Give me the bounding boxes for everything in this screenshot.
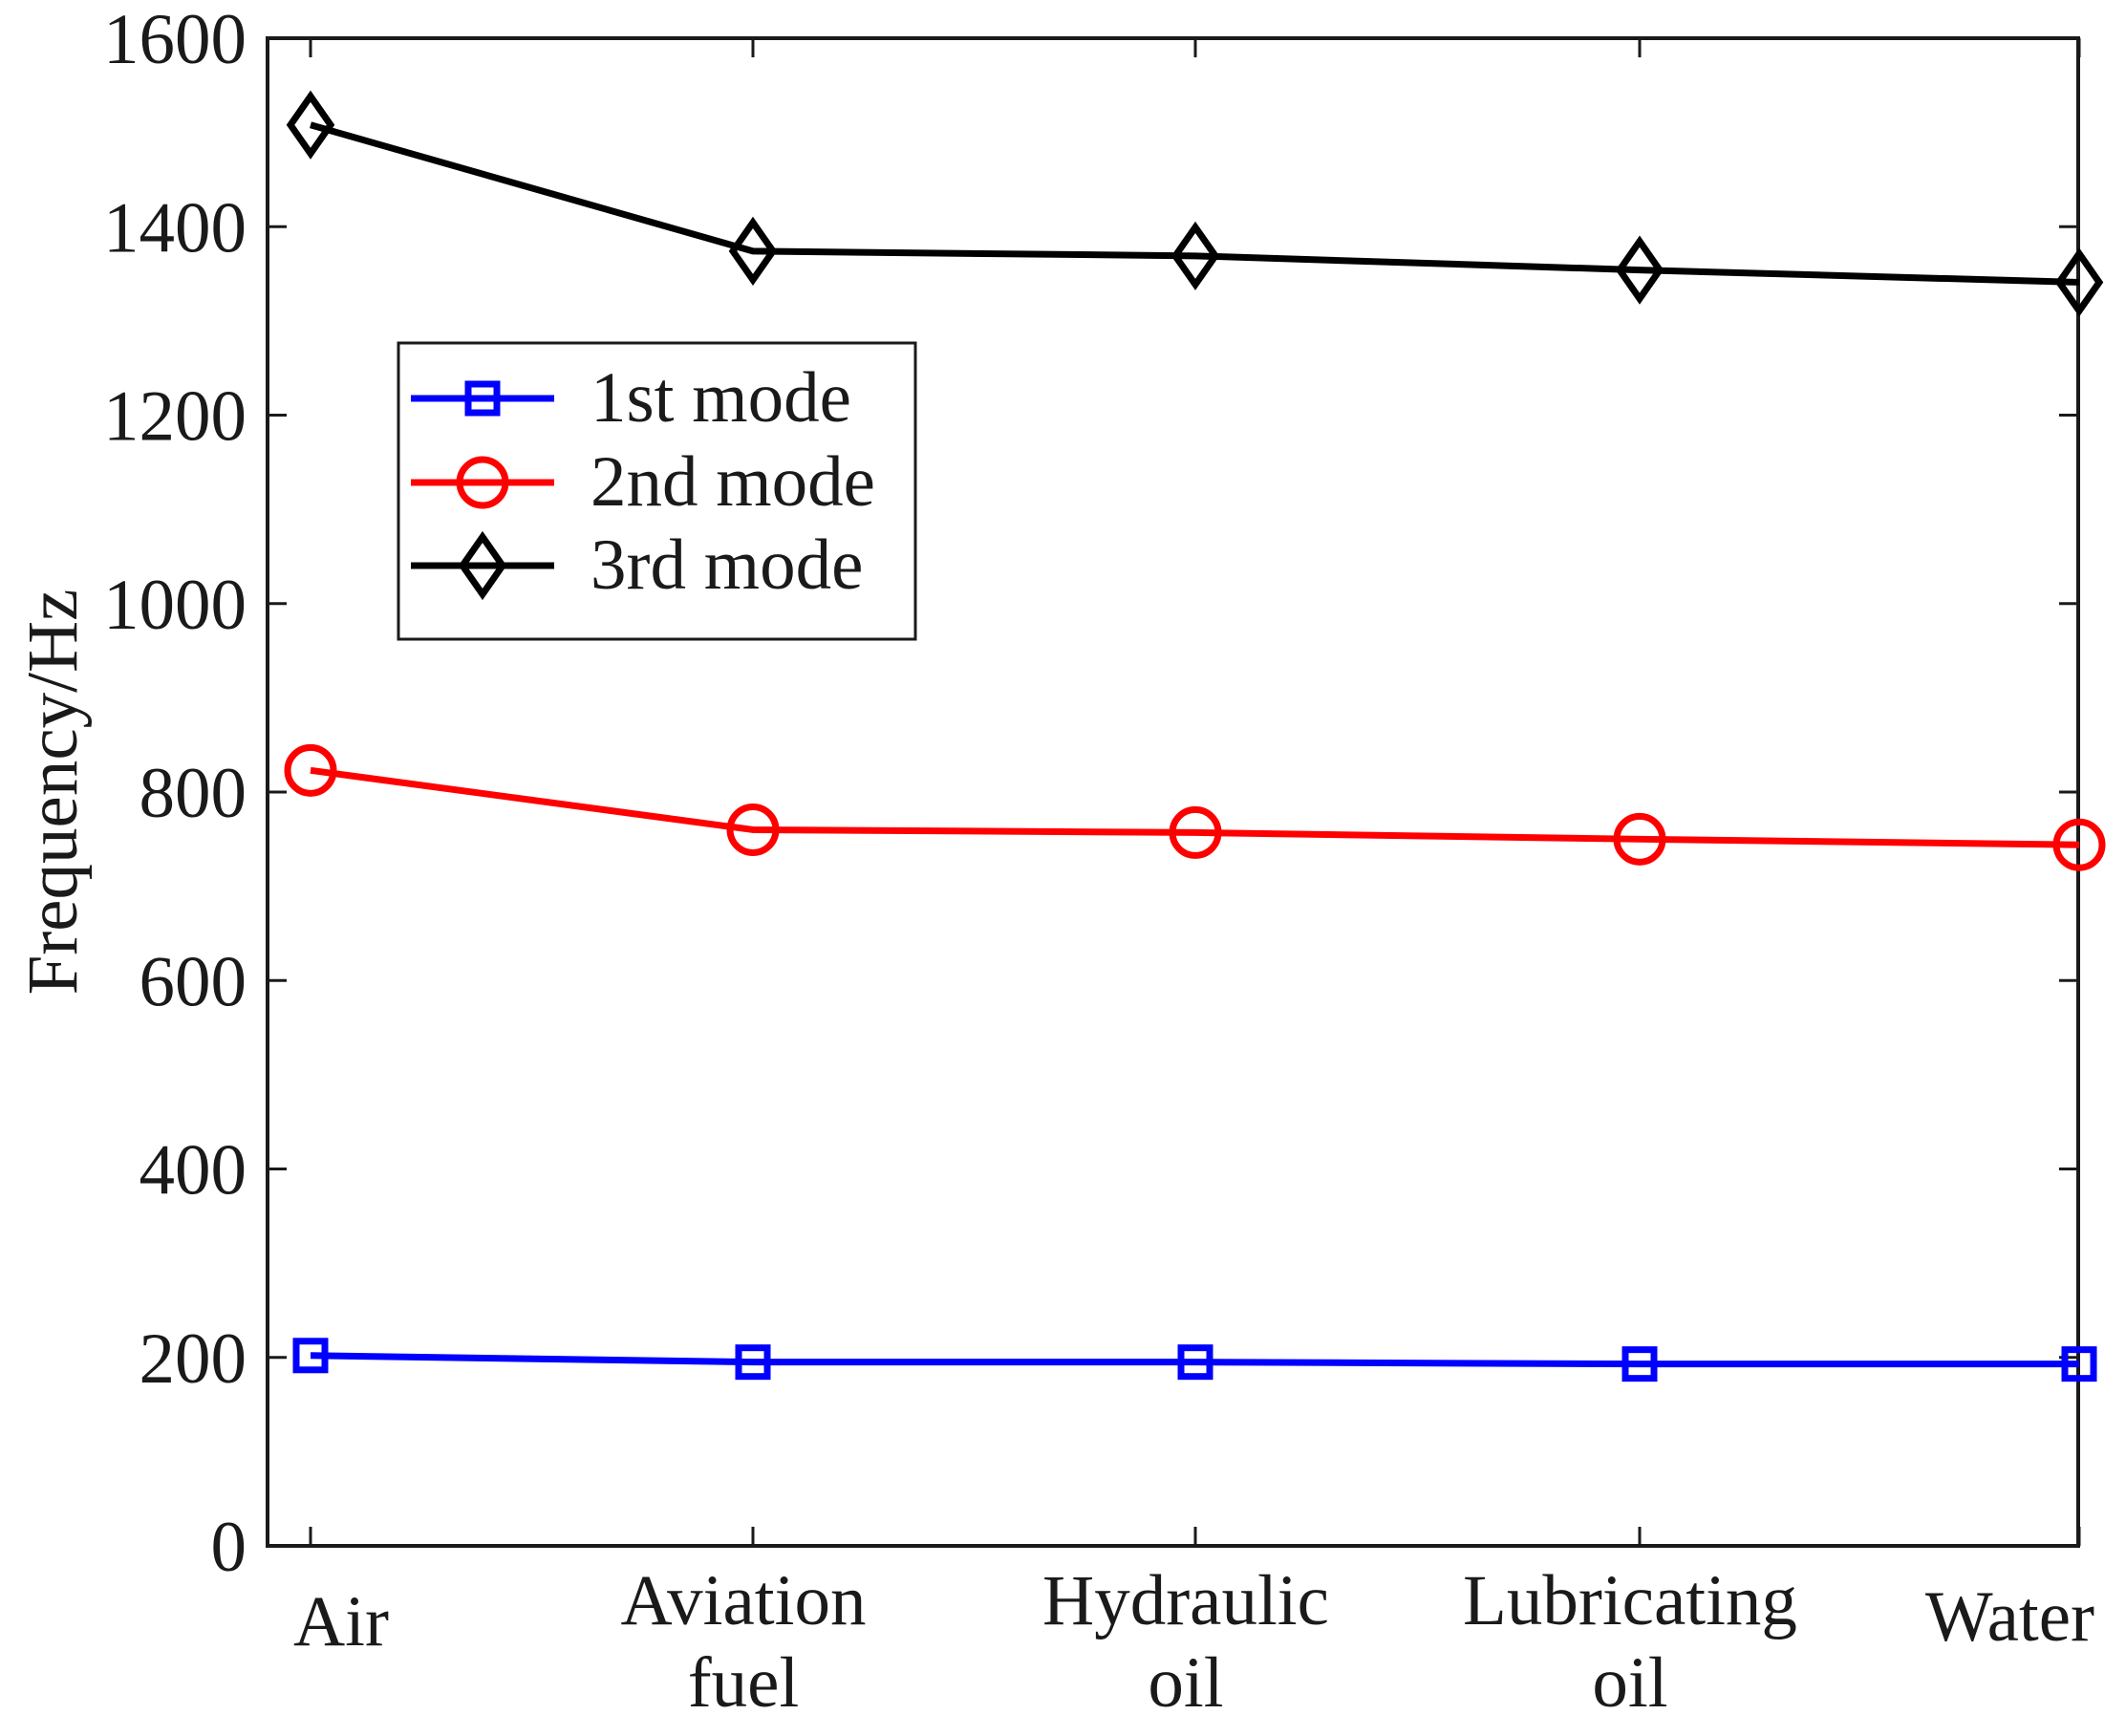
y-tick-label: 1200: [103, 377, 247, 457]
legend-marker-1st-mode: [464, 380, 501, 417]
data-point-2nd-mode: [726, 803, 780, 856]
y-tick-label: 1000: [103, 566, 247, 645]
legend-marker-3rd-mode: [458, 530, 507, 601]
data-point-2nd-mode: [1169, 805, 1222, 859]
legend-label-2nd-mode: 2nd mode: [591, 442, 875, 522]
data-point-3rd-mode: [1170, 221, 1220, 290]
x-tick-label: Aviation: [621, 1561, 867, 1640]
series-line-3rd-mode: [310, 121, 2080, 286]
y-tick-label: 0: [211, 1508, 247, 1587]
data-point-1st-mode: [735, 1344, 771, 1381]
data-point-3rd-mode: [286, 90, 335, 160]
axis-ticks: 0 200 400 600 800 1000 1200 1400 1600 Air Aviation…: [103, 0, 2094, 1723]
legend-label-1st-mode: 1st mode: [591, 358, 851, 438]
plot-area-frame: [266, 36, 2080, 1548]
data-point-1st-mode: [1177, 1344, 1213, 1381]
series-line-2nd-mode: [310, 766, 2080, 848]
x-tick-label: Lubricating: [1463, 1561, 1797, 1640]
y-tick-label: 600: [140, 942, 247, 1021]
data-point-3rd-mode: [2054, 247, 2104, 317]
y-tick-label: 800: [140, 754, 247, 833]
series-line-1st-mode: [310, 1352, 2079, 1368]
data-point-2nd-mode: [1613, 812, 1666, 866]
y-tick-label: 200: [140, 1319, 247, 1399]
x-tick-label: Air: [293, 1582, 389, 1661]
data-point-1st-mode: [1621, 1346, 1658, 1382]
y-axis-label: Frequency/Hz: [13, 589, 93, 996]
legend-marker-2nd-mode: [456, 456, 509, 509]
data-point-3rd-mode: [1615, 235, 1664, 305]
x-tick-label: oil: [1592, 1643, 1667, 1723]
x-tick-label: fuel: [688, 1643, 800, 1723]
data-point-3rd-mode: [728, 216, 778, 286]
data-point-2nd-mode: [284, 743, 337, 797]
data-point-2nd-mode: [2052, 818, 2106, 871]
data-point-1st-mode: [292, 1338, 329, 1374]
y-tick-label: 1600: [103, 0, 247, 79]
series-group: [284, 90, 2106, 1382]
x-tick-label: oil: [1148, 1643, 1223, 1723]
x-tick-label: Hydraulic: [1042, 1561, 1329, 1640]
y-tick-label: 1400: [103, 188, 247, 268]
x-tick-label: Water: [1925, 1577, 2094, 1657]
y-tick-label: 400: [140, 1131, 247, 1211]
legend-label-3rd-mode: 3rd mode: [591, 525, 863, 605]
data-point-1st-mode: [2061, 1346, 2097, 1382]
